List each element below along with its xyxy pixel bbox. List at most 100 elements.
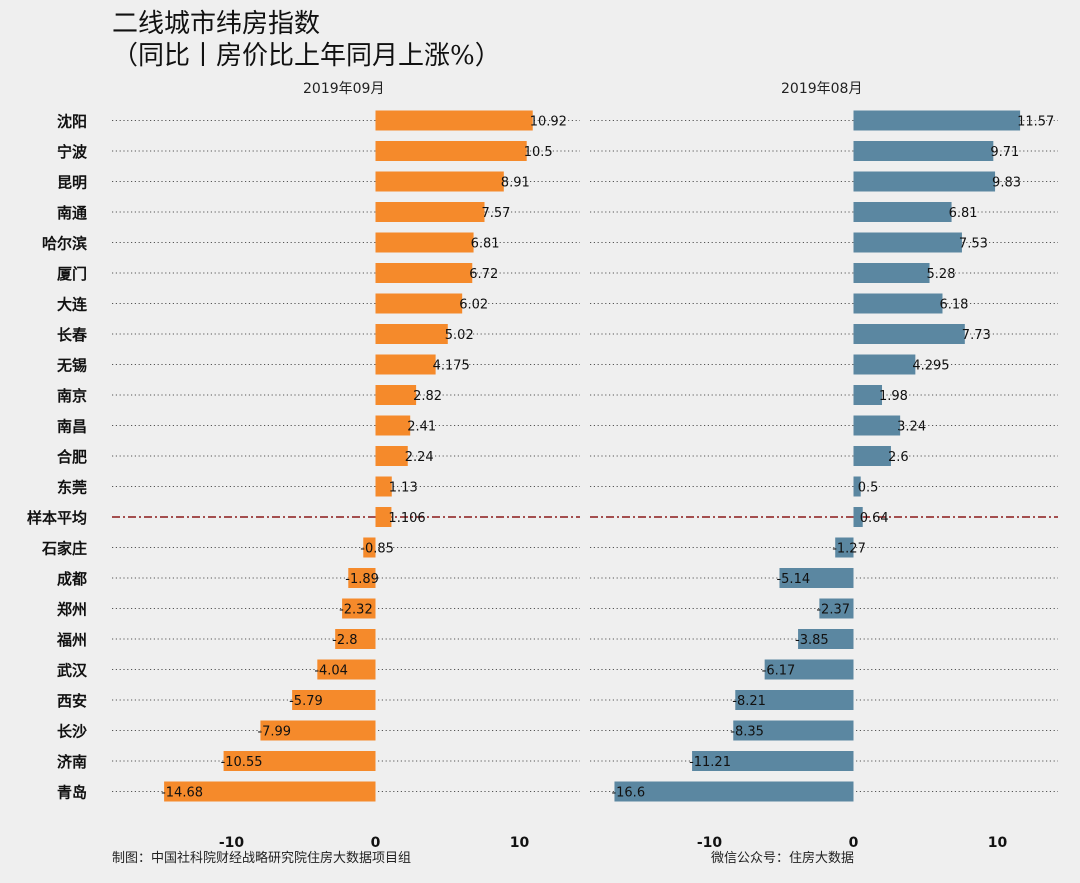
data-label-aug-22: -16.6 [611,786,645,801]
data-label-sep-20: -7.99 [257,725,291,740]
x-tick-label-sep-0: -10 [219,835,245,851]
data-label-aug-12: 0.5 [858,481,879,496]
data-label-aug-15: -5.14 [776,572,810,587]
x-tick-label-aug-0: -10 [697,835,723,851]
bar-sep-0 [375,110,533,131]
category-label-15: 成都 [57,570,87,588]
bar-aug-8 [853,354,916,375]
data-label-sep-14: -0.85 [360,542,394,557]
data-label-aug-16: -2.37 [816,603,850,618]
data-label-sep-9: 2.82 [413,389,442,404]
data-label-aug-2: 9.83 [992,176,1021,191]
category-label-7: 长春 [57,326,87,344]
bar-sep-22 [164,781,376,802]
data-label-sep-21: -10.55 [221,755,263,770]
bar-aug-17 [798,629,854,649]
bar-aug-20 [733,720,854,741]
data-label-sep-2: 8.91 [501,176,530,191]
category-label-17: 福州 [56,631,87,649]
bar-aug-15 [779,568,854,588]
category-label-20: 长沙 [57,723,87,741]
data-label-aug-3: 6.81 [949,206,978,221]
data-label-sep-19: -5.79 [289,694,323,709]
data-label-sep-8: 4.175 [433,359,470,374]
footer-credit: 制图：中国社科院财经战略研究院住房大数据项目组 [112,851,412,866]
bar-aug-2 [853,171,996,192]
category-label-2: 昆明 [57,174,87,192]
bar-sep-4 [375,232,474,253]
title-line-1: 二线城市纬房指数 [112,9,321,39]
bar-aug-10 [853,415,901,436]
bar-aug-5 [853,263,930,283]
data-label-aug-20: -8.35 [730,725,764,740]
data-label-aug-9: 1.98 [879,389,908,404]
data-label-sep-13: 1.106 [388,511,425,526]
bar-aug-22 [614,781,854,802]
bar-sep-8 [375,354,436,375]
data-label-aug-17: -3.85 [795,633,829,648]
x-tick-label-aug-1: 0 [849,835,859,851]
x-tick-label-sep-2: 10 [510,835,530,851]
bar-sep-3 [375,202,485,222]
data-label-aug-8: 4.295 [912,359,949,374]
data-label-sep-12: 1.13 [389,481,418,496]
category-label-11: 合肥 [56,448,87,466]
chart-title: 二线城市纬房指数 （同比丨房价比上年同月上涨%） [112,8,501,72]
category-label-12: 东莞 [57,479,87,497]
data-label-aug-21: -11.21 [689,755,731,770]
data-label-sep-16: -2.32 [339,603,373,618]
data-label-aug-18: -6.17 [762,664,796,679]
category-label-5: 厦门 [57,265,87,283]
bar-aug-11 [853,446,891,466]
data-label-aug-5: 5.28 [927,267,956,282]
category-label-0: 沈阳 [57,113,87,131]
bar-sep-6 [375,293,463,314]
bar-sep-15 [348,568,376,588]
category-label-22: 青岛 [57,784,87,802]
bar-sep-10 [375,415,411,436]
bar-aug-3 [853,202,952,222]
data-label-sep-11: 2.24 [405,450,434,465]
category-label-3: 南通 [57,204,87,222]
category-label-19: 西安 [57,692,87,710]
bar-sep-11 [375,446,408,466]
footer-wechat: 微信公众号：住房大数据 [711,851,855,866]
category-label-14: 石家庄 [41,540,87,558]
bar-sep-21 [223,751,376,771]
panel-title-sep: 2019年09月 [303,81,385,97]
bar-aug-1 [853,141,994,161]
bar-aug-4 [853,232,962,253]
bar-aug-19 [735,690,854,710]
data-label-aug-1: 9.71 [990,145,1019,160]
data-label-aug-0: 11.57 [1017,115,1054,130]
bar-aug-6 [853,293,943,314]
bar-sep-16 [342,598,376,619]
category-label-18: 武汉 [57,662,88,680]
category-label-8: 无锡 [56,357,87,375]
bar-sep-20 [260,720,376,741]
category-label-21: 济南 [57,753,87,771]
data-label-aug-4: 7.53 [959,237,988,252]
data-label-aug-6: 6.18 [939,298,968,313]
bar-aug-18 [764,659,854,680]
bar-aug-13 [853,507,863,527]
data-label-sep-17: -2.8 [332,633,357,648]
bar-aug-12 [853,476,861,497]
data-label-sep-1: 10.5 [524,145,553,160]
category-label-6: 大连 [57,296,88,314]
bar-sep-19 [292,690,376,710]
bar-aug-7 [853,324,965,344]
bar-sep-7 [375,324,448,344]
x-tick-label-aug-2: 10 [988,835,1008,851]
bar-sep-9 [375,385,417,405]
bar-aug-21 [692,751,854,771]
data-label-aug-19: -8.21 [732,694,766,709]
data-label-sep-22: -14.68 [161,786,203,801]
bar-sep-14 [363,537,376,558]
bar-sep-2 [375,171,504,192]
bar-sep-17 [335,629,376,649]
data-label-sep-6: 6.02 [459,298,488,313]
data-label-aug-14: -1.27 [832,542,866,557]
bar-aug-0 [853,110,1021,131]
